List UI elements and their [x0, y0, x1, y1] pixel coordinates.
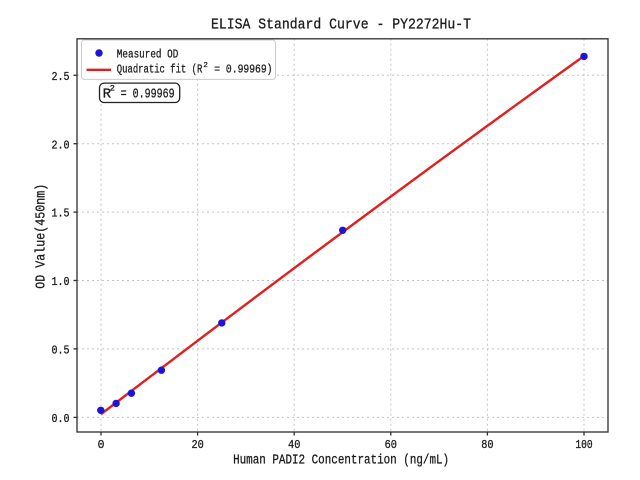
svg-text:Quadratic fit (R: Quadratic fit (R: [117, 63, 203, 77]
svg-text:0.0: 0.0: [52, 412, 70, 426]
svg-text:0: 0: [98, 438, 105, 452]
svg-text:= 0.99969: = 0.99969: [121, 87, 175, 103]
svg-text:ELISA Standard Curve - PY2272H: ELISA Standard Curve - PY2272Hu-T: [211, 17, 471, 34]
svg-text:2.5: 2.5: [52, 70, 70, 84]
svg-text:80: 80: [481, 438, 493, 452]
svg-text:OD Value(450nm): OD Value(450nm): [35, 184, 50, 289]
svg-text:1.0: 1.0: [52, 275, 70, 289]
svg-text:20: 20: [191, 438, 203, 452]
svg-text:= 0.99969): = 0.99969): [214, 63, 272, 77]
svg-text:Human PADI2 Concentration (ng/: Human PADI2 Concentration (ng/mL): [233, 453, 449, 468]
svg-text:R: R: [103, 87, 112, 103]
svg-text:0.5: 0.5: [52, 343, 70, 357]
svg-text:1.5: 1.5: [52, 207, 70, 221]
svg-text:60: 60: [385, 438, 397, 452]
svg-text:2: 2: [110, 84, 115, 94]
svg-text:2.0: 2.0: [52, 138, 70, 152]
svg-text:Measured OD: Measured OD: [117, 48, 179, 62]
svg-text:2: 2: [203, 62, 208, 70]
svg-text:40: 40: [288, 438, 300, 452]
svg-text:100: 100: [575, 438, 592, 452]
